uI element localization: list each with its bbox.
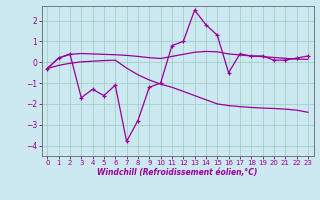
X-axis label: Windchill (Refroidissement éolien,°C): Windchill (Refroidissement éolien,°C) — [97, 168, 258, 177]
